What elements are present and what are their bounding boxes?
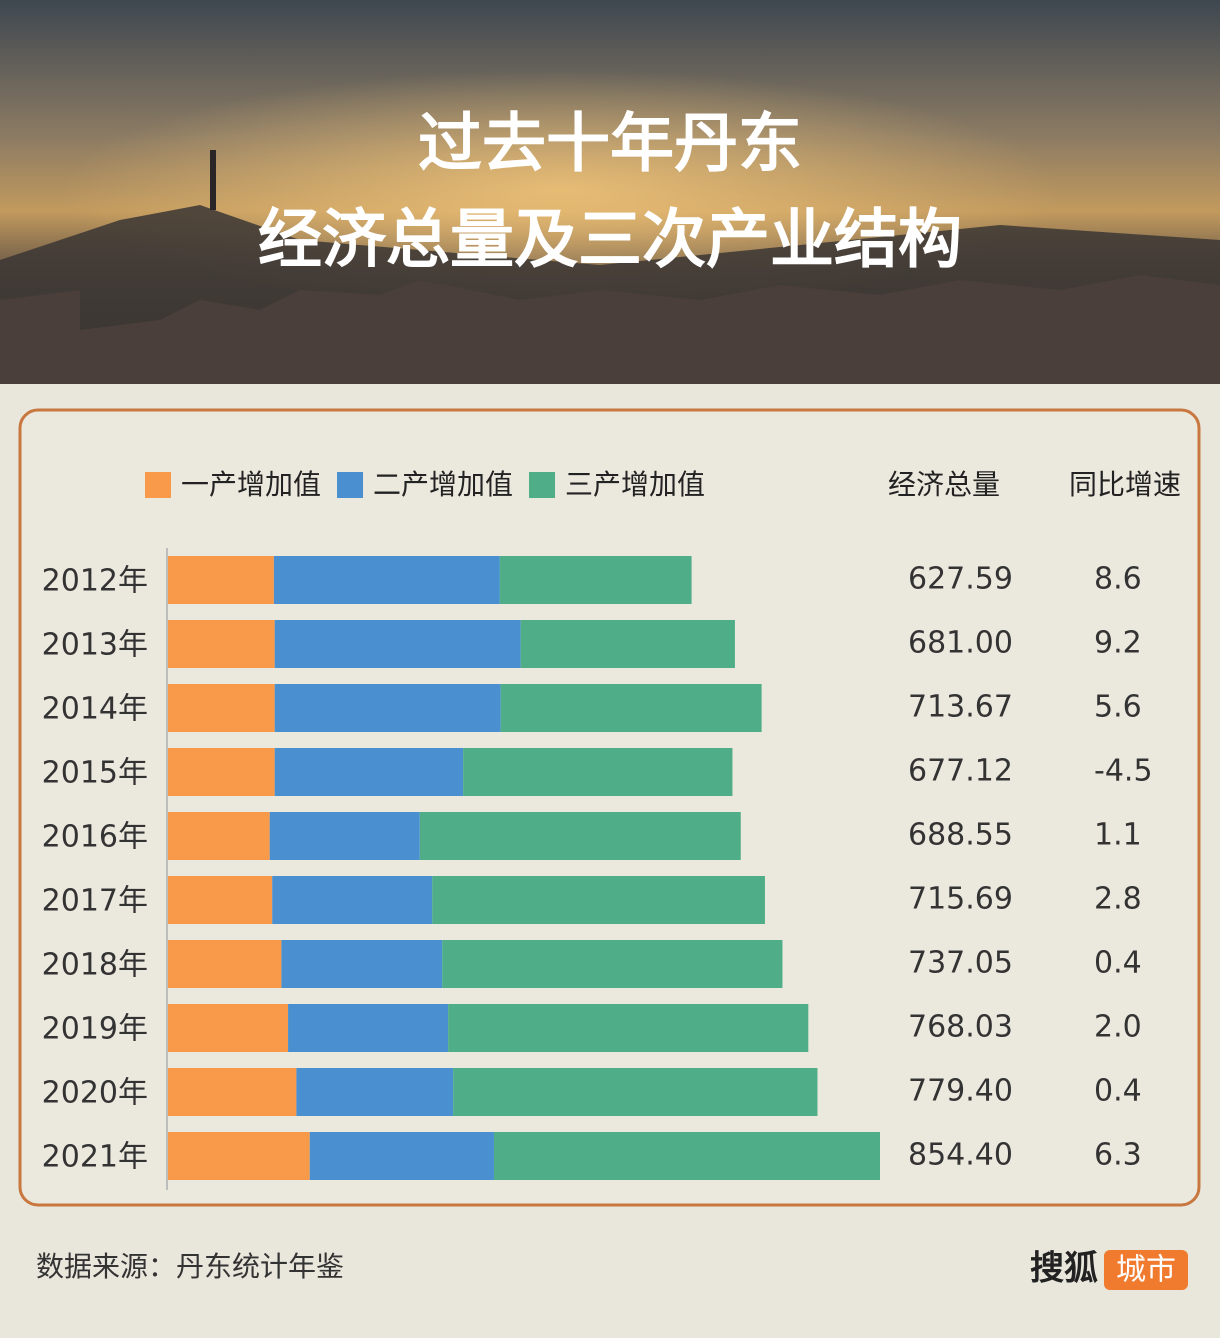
y-tick-label: 2014年 <box>42 692 148 727</box>
total-label: 737.05 <box>908 946 1013 981</box>
bar-segment <box>168 556 274 604</box>
bar-segment <box>288 1004 449 1052</box>
y-tick-label: 2020年 <box>42 1076 148 1111</box>
y-tick-label: 2018年 <box>42 948 148 983</box>
brand-tag-box <box>1104 1250 1188 1290</box>
bar-segment <box>168 684 275 732</box>
brand-name: 搜狐 <box>1030 1249 1098 1289</box>
total-label: 715.69 <box>908 882 1013 917</box>
bar-segment <box>168 1068 297 1116</box>
growth-label: 5.6 <box>1094 690 1142 725</box>
y-tick-label: 2021年 <box>42 1140 148 1175</box>
header-tower <box>210 150 216 210</box>
y-tick-label: 2016年 <box>42 820 148 855</box>
bar-segment <box>168 940 282 988</box>
header-buildings <box>0 275 1220 384</box>
bar-segment <box>448 1004 809 1052</box>
growth-label: 0.4 <box>1094 1074 1142 1109</box>
bar-segment <box>499 556 692 604</box>
bar-segment <box>419 812 741 860</box>
total-label: 677.12 <box>908 754 1013 789</box>
y-tick-label: 2015年 <box>42 756 148 791</box>
growth-label: 2.8 <box>1094 882 1142 917</box>
legend-swatch <box>145 472 171 498</box>
growth-label: -4.5 <box>1094 754 1153 789</box>
bar-segment <box>453 1068 818 1116</box>
total-label: 768.03 <box>908 1010 1013 1045</box>
growth-label: 1.1 <box>1094 818 1142 853</box>
bar-segment <box>432 876 765 924</box>
bar-segment <box>281 940 443 988</box>
chart-subtitle: 经济总量及三次产业结构 <box>258 204 962 278</box>
bar-segment <box>493 1132 880 1180</box>
bar-segment <box>168 1132 310 1180</box>
bar-segment <box>520 620 735 668</box>
bar-segment <box>442 940 783 988</box>
bar-segment <box>168 748 275 796</box>
bar-segment <box>168 1004 289 1052</box>
bar-segment <box>309 1132 494 1180</box>
legend-label: 一产增加值 <box>181 468 321 501</box>
y-tick-label: 2013年 <box>42 628 148 663</box>
y-tick-label: 2017年 <box>42 884 148 919</box>
legend-label: 二产增加值 <box>373 468 513 501</box>
bar-segment <box>168 876 273 924</box>
bar-segment <box>296 1068 454 1116</box>
bar-segment <box>500 684 762 732</box>
growth-label: 6.3 <box>1094 1138 1142 1173</box>
growth-label: 8.6 <box>1094 562 1142 597</box>
bar-segment <box>274 748 464 796</box>
bar-segment <box>463 748 733 796</box>
total-label: 681.00 <box>908 626 1013 661</box>
bar-segment <box>269 812 420 860</box>
y-tick-label: 2019年 <box>42 1012 148 1047</box>
legend-swatch <box>337 472 364 498</box>
total-label: 688.55 <box>908 818 1013 853</box>
growth-label: 0.4 <box>1094 946 1142 981</box>
bar-segment <box>274 684 501 732</box>
bar-segment <box>274 620 521 668</box>
total-label: 627.59 <box>908 562 1013 597</box>
growth-label: 9.2 <box>1094 626 1142 661</box>
source-note: 数据来源：丹东统计年鉴 <box>36 1250 344 1283</box>
bar-segment <box>168 620 275 668</box>
legend-swatch <box>529 472 556 498</box>
growth-label: 2.0 <box>1094 1010 1142 1045</box>
y-tick-label: 2012年 <box>42 564 148 599</box>
brand-tag: 城市 <box>1116 1253 1176 1288</box>
total-label: 713.67 <box>908 690 1013 725</box>
bar-segment <box>273 556 500 604</box>
legend-label: 三产增加值 <box>565 468 705 501</box>
bar-segment <box>272 876 433 924</box>
chart-title: 过去十年丹东 <box>418 108 802 182</box>
column-header: 经济总量 <box>888 468 1000 501</box>
total-label: 779.40 <box>908 1074 1013 1109</box>
bar-segment <box>168 812 270 860</box>
total-label: 854.40 <box>908 1138 1013 1173</box>
column-header: 同比增速 <box>1069 468 1181 501</box>
